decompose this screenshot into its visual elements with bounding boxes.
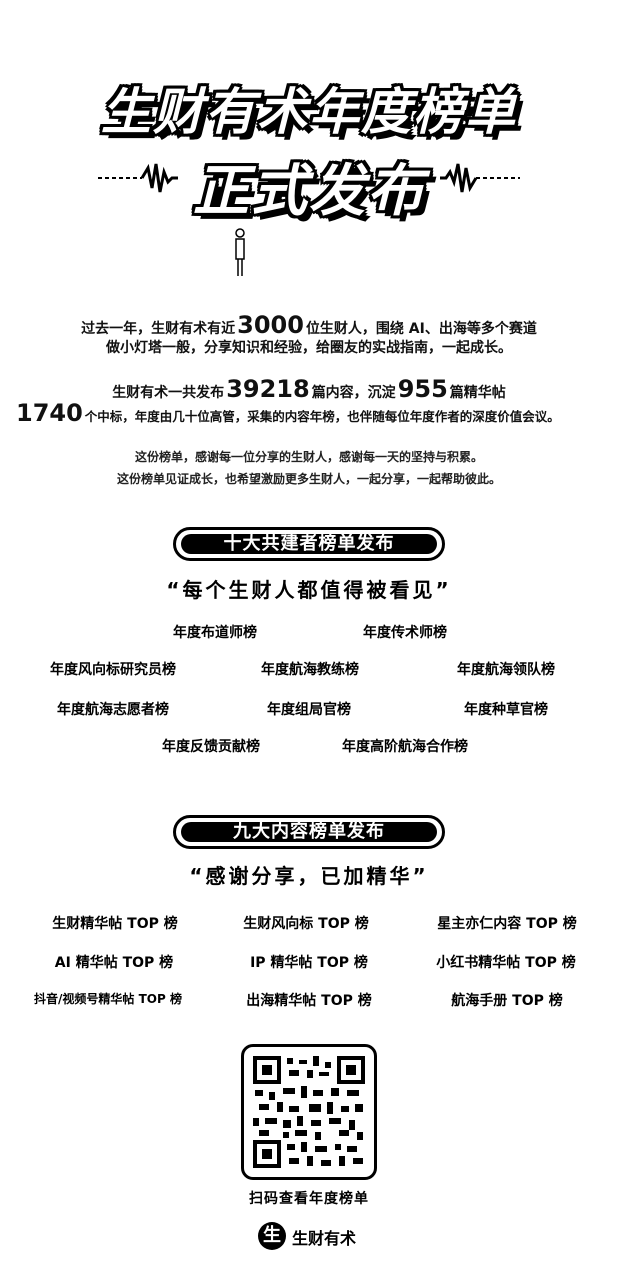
section-1-quote: “每个生财人都值得被看见” bbox=[166, 578, 452, 602]
soundwave-left-icon bbox=[98, 163, 178, 193]
page-subtitle: 正式发布 bbox=[193, 159, 425, 224]
list-item[interactable]: 出海精华帖 TOP 榜 bbox=[246, 993, 372, 1009]
person-icon bbox=[235, 228, 245, 276]
section-2-banner: 九大内容榜单发布 bbox=[173, 815, 445, 849]
list-item[interactable]: 小红书精华帖 TOP 榜 bbox=[436, 955, 576, 971]
intro-line-4: 1740 个中标，年度由几十位高管，采集的内容年榜，也伴随每位年度作者的深度价值会… bbox=[16, 399, 560, 427]
list-item[interactable]: 年度布道师榜 bbox=[173, 625, 257, 641]
list-item[interactable]: 星主亦仁内容 TOP 榜 bbox=[437, 916, 577, 932]
list-item[interactable]: 年度传术师榜 bbox=[363, 625, 447, 641]
list-item[interactable]: IP 精华帖 TOP 榜 bbox=[250, 955, 368, 971]
list-item[interactable]: 年度组局官榜 bbox=[267, 702, 351, 718]
section-2-quote: “感谢分享，已加精华” bbox=[189, 864, 429, 888]
section-1-banner: 十大共建者榜单发布 bbox=[173, 527, 445, 561]
section-1-banner-label: 十大共建者榜单发布 bbox=[181, 534, 437, 554]
list-item[interactable]: 年度种草官榜 bbox=[464, 702, 548, 718]
intro-line-1: 过去一年，生财有术有近3000 位生财人，围绕 AI、出海等多个赛道 bbox=[81, 311, 537, 339]
list-item[interactable]: AI 精华帖 TOP 榜 bbox=[54, 955, 174, 971]
list-item[interactable]: 年度航海教练榜 bbox=[261, 662, 359, 678]
intro-line-2: 做小灯塔一般，分享知识和经验，给圈友的实战指南，一起成长。 bbox=[106, 340, 512, 356]
list-item[interactable]: 年度高阶航海合作榜 bbox=[342, 739, 468, 755]
list-item[interactable]: 年度反馈贡献榜 bbox=[162, 739, 260, 755]
intro-line-5: 这份榜单，感谢每一位分享的生财人，感谢每一天的坚持与积累。 bbox=[134, 450, 483, 464]
soundwave-right-icon bbox=[440, 163, 520, 193]
list-item[interactable]: 生财风向标 TOP 榜 bbox=[243, 916, 369, 932]
list-item[interactable]: 年度风向标研究员榜 bbox=[50, 662, 176, 678]
section-2-banner-label: 九大内容榜单发布 bbox=[181, 822, 437, 842]
list-item[interactable]: 年度航海领队榜 bbox=[457, 662, 555, 678]
page-title: 生财有术年度榜单 bbox=[101, 83, 517, 141]
intro-line-3: 生财有术一共发布39218 篇内容，沉淀955 篇精华帖 bbox=[112, 375, 506, 403]
qr-code-icon bbox=[253, 1056, 365, 1168]
list-item[interactable]: 生财精华帖 TOP 榜 bbox=[52, 916, 178, 932]
scan-label: 扫码查看年度榜单 bbox=[249, 1191, 369, 1207]
list-item[interactable]: 年度航海志愿者榜 bbox=[57, 702, 169, 718]
logo-icon: 生 bbox=[258, 1222, 286, 1250]
brand-name: 生财有术 bbox=[292, 1229, 357, 1248]
intro-line-6: 这份榜单见证成长，也希望激励更多生财人，一起分享，一起帮助彼此。 bbox=[116, 472, 501, 486]
list-item[interactable]: 抖音/视频号精华帖 TOP 榜 bbox=[34, 992, 182, 1006]
qr-code-card[interactable] bbox=[241, 1044, 377, 1180]
list-item[interactable]: 航海手册 TOP 榜 bbox=[451, 993, 563, 1009]
